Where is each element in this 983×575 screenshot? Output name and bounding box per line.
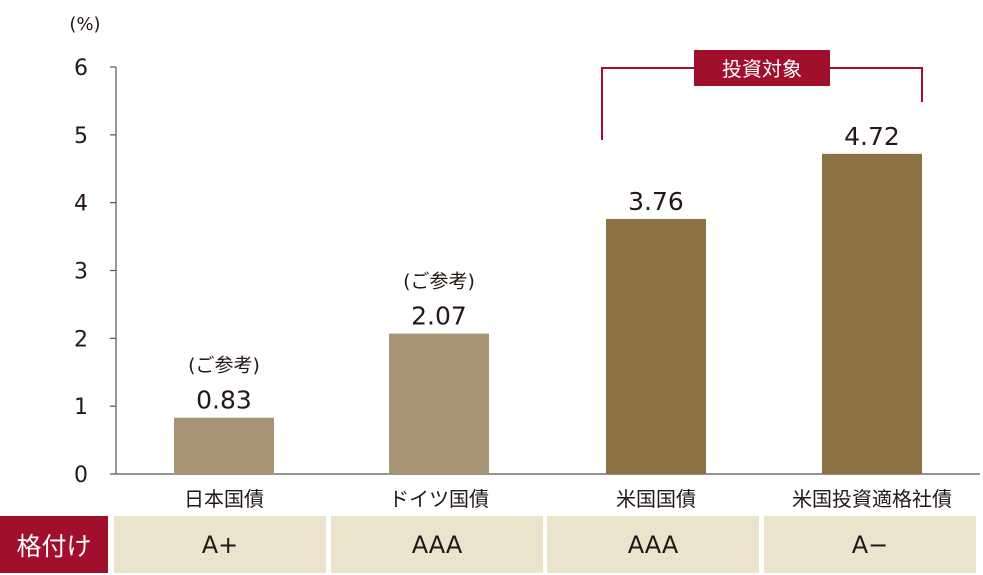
value-label-1: 2.07 [411, 302, 467, 331]
y-tick-label-3: 3 [74, 260, 88, 285]
bracket-label: 投資対象 [722, 57, 802, 81]
reference-note-0: (ご参考) [188, 355, 260, 377]
y-tick-label-2: 2 [74, 327, 88, 352]
y-unit-label: (%) [69, 14, 100, 35]
bar-2 [606, 218, 706, 474]
category-label-2: 米国国債 [616, 487, 696, 510]
bracket-layer: 投資対象 [601, 50, 923, 140]
bar-1 [389, 333, 489, 474]
y-tick-label-5: 5 [74, 124, 88, 149]
label-layer: (%) 0.83 (ご参考) 日本国債 2.07 (ご参考) ドイツ国債 3.76 米国国債 4.… [69, 14, 952, 510]
bar-chart: 0 1 2 3 4 5 6 (%) 0.83 (ご参考) 日本国債 2.07 (ご参考) ドイツ国債 3.… [69, 14, 980, 510]
rating-cell-1: AAA [331, 516, 543, 573]
rating-cell-0: A+ [114, 516, 326, 573]
value-label-2: 3.76 [628, 187, 684, 216]
bar-0 [174, 417, 274, 474]
y-tick-label-4: 4 [74, 192, 88, 217]
y-tick-label-1: 1 [74, 395, 88, 420]
y-tick-label-0: 0 [74, 463, 88, 488]
value-label-0: 0.83 [196, 386, 252, 415]
category-label-0: 日本国債 [184, 487, 264, 510]
rating-cell-2: AAA [547, 516, 759, 573]
rating-row: 格付け A+ AAA AAA A− [0, 516, 983, 573]
bracket-label-box [694, 50, 830, 86]
category-label-1: ドイツ国債 [389, 487, 489, 510]
value-label-3: 4.72 [844, 122, 900, 151]
rating-cell-3: A− [764, 516, 976, 573]
reference-note-1: (ご参考) [403, 271, 475, 293]
y-tick-label-6: 6 [74, 56, 88, 81]
bar-3 [822, 153, 922, 474]
rating-label: 格付け [0, 516, 108, 573]
category-label-3: 米国投資適格社債 [792, 487, 952, 510]
bar-layer [174, 153, 922, 474]
